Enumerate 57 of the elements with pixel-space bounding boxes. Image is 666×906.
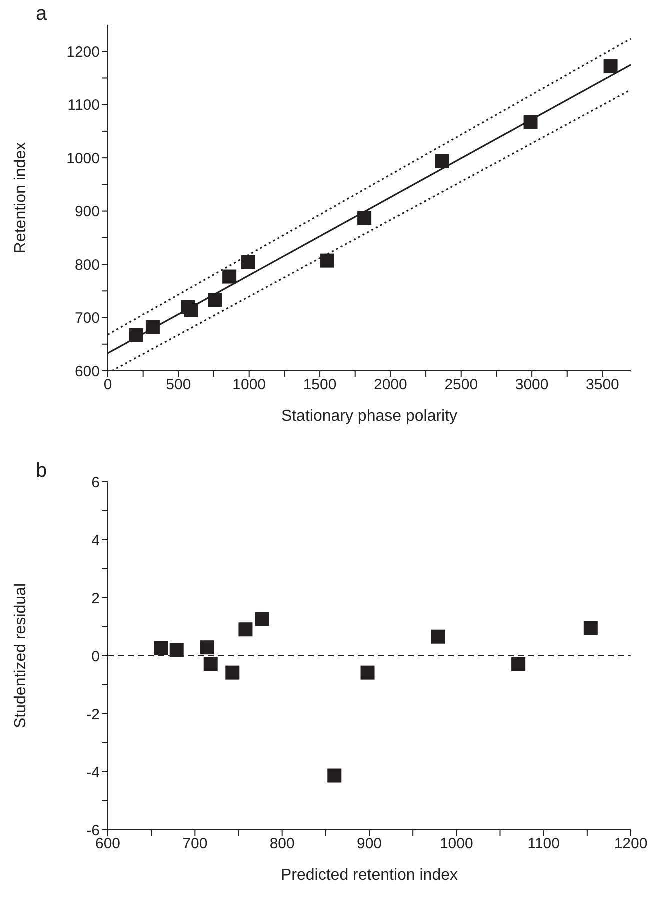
text: a — [36, 3, 48, 26]
point — [604, 60, 618, 74]
y-tick-label: 1200 — [66, 44, 100, 61]
y-tick-label: -6 — [86, 822, 100, 840]
point — [226, 666, 240, 680]
y-axis-title: Retention index — [12, 142, 30, 254]
point — [238, 622, 253, 637]
point — [154, 641, 168, 656]
point — [512, 657, 526, 672]
y-tick-label: -4 — [86, 764, 100, 782]
y-tick-label: 0 — [92, 648, 100, 666]
x-tick-label: 1100 — [528, 836, 560, 853]
text: b — [36, 460, 48, 483]
y-tick-label: 1000 — [66, 150, 100, 168]
y-tick-label: 800 — [74, 256, 100, 274]
x-tick-label: 1200 — [614, 836, 648, 853]
point — [435, 154, 450, 168]
point — [208, 293, 222, 308]
x-axis-title: Predicted retention index — [281, 867, 458, 884]
y-tick-label: 6 — [92, 474, 100, 492]
point — [358, 211, 372, 226]
y-tick-label: -2 — [86, 706, 100, 724]
y-axis-title: Studentized residual — [12, 584, 30, 728]
point — [222, 270, 237, 284]
x-tick-label: 500 — [166, 376, 192, 394]
point — [129, 328, 144, 342]
x-tick-label: 1500 — [303, 376, 337, 394]
point — [524, 115, 538, 130]
point — [184, 303, 198, 318]
point — [328, 768, 342, 783]
x-tick-label: 1000 — [440, 836, 474, 853]
point — [170, 643, 184, 658]
x-tick-label: 0 — [104, 376, 112, 394]
y-tick-label: 700 — [74, 310, 100, 328]
x-tick-label: 800 — [270, 836, 295, 853]
y-tick-label: 900 — [74, 204, 100, 221]
x-tick-label: 2500 — [444, 376, 478, 394]
x-tick-label: 1000 — [232, 376, 266, 394]
x-tick-label: 3000 — [515, 376, 549, 394]
point — [360, 666, 375, 680]
x-tick-label: 700 — [182, 836, 208, 853]
y-tick-label: 4 — [92, 532, 100, 550]
point — [146, 320, 160, 334]
y-tick-label: 2 — [92, 590, 100, 608]
x-tick-label: 900 — [356, 836, 382, 853]
point — [584, 621, 598, 636]
x-tick-label: 2000 — [374, 376, 408, 394]
point — [241, 255, 256, 270]
point — [204, 657, 218, 672]
y-tick-label: 1100 — [68, 97, 100, 114]
point — [431, 630, 446, 644]
x-axis-title: Stationary phase polarity — [281, 408, 458, 425]
point — [200, 640, 214, 655]
point — [320, 254, 334, 268]
y-tick-label: 600 — [74, 363, 100, 380]
x-tick-label: 3500 — [586, 376, 620, 394]
point — [255, 612, 270, 626]
